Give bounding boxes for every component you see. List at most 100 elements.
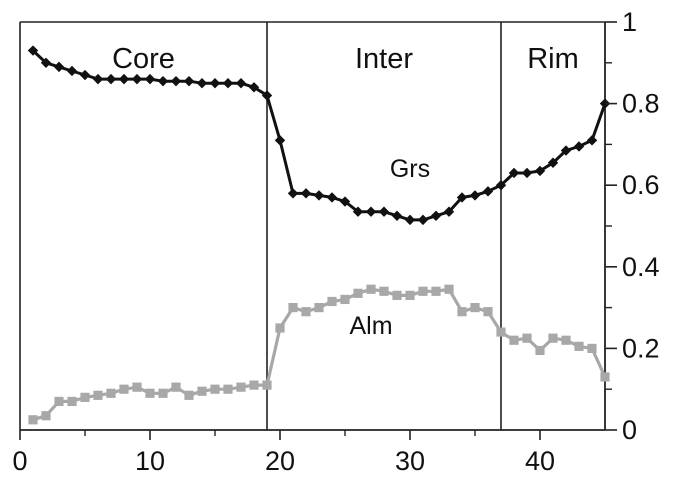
y-tick-label: 0.8 — [622, 89, 660, 119]
grs-point — [92, 73, 104, 85]
grs-point — [339, 196, 351, 207]
alm-point — [483, 307, 493, 317]
grs-point — [521, 167, 533, 179]
grs-point — [222, 78, 234, 89]
alm-point — [28, 415, 38, 425]
grs-point — [573, 141, 585, 152]
grs-point — [365, 206, 377, 217]
y-tick-label: 0 — [622, 415, 637, 445]
grs-point — [261, 90, 273, 101]
x-tick-label: 40 — [525, 446, 555, 476]
x-tick-label: 30 — [395, 446, 425, 476]
grs-point — [391, 210, 403, 221]
alm-point — [431, 286, 441, 296]
y-tick-label: 0.4 — [622, 252, 660, 282]
alm-point — [67, 396, 77, 407]
grs-point — [326, 192, 338, 203]
grs-point — [66, 65, 78, 77]
alm-point — [587, 343, 597, 353]
alm-point — [210, 384, 220, 394]
x-tick-label: 20 — [265, 446, 295, 476]
grs-point — [209, 78, 221, 89]
alm-point — [574, 341, 584, 351]
alm-point — [353, 288, 363, 298]
grs-point — [105, 73, 117, 85]
grs-point — [300, 188, 312, 199]
plot-frame — [19, 21, 606, 431]
alm-point — [418, 286, 428, 296]
alm-point — [509, 335, 519, 345]
alm-point — [600, 372, 610, 382]
alm-point — [93, 390, 103, 400]
alm-point — [366, 284, 376, 294]
grs-point — [235, 78, 247, 89]
grs-point — [586, 135, 598, 146]
alm-point — [470, 303, 480, 313]
grs-point — [183, 75, 195, 87]
grs-point — [352, 206, 364, 217]
alm-point — [561, 335, 571, 345]
grs-point — [417, 214, 429, 226]
y-tick-label: 0.2 — [622, 333, 660, 363]
alm-point — [496, 327, 506, 337]
alm-point — [184, 390, 194, 400]
grs-point — [170, 75, 182, 87]
alm-point — [223, 384, 233, 394]
grs-point — [456, 192, 468, 203]
alm-point — [80, 392, 90, 402]
alm-point — [158, 388, 168, 398]
zone-label-core: Core — [112, 43, 175, 75]
grs-point — [404, 214, 416, 226]
zone-label-rim: Rim — [527, 43, 579, 75]
alm-point — [340, 294, 350, 305]
grs-point — [287, 188, 299, 199]
alm-point — [444, 284, 454, 294]
grs-point — [27, 45, 39, 56]
grs-point — [534, 165, 546, 177]
x-tick-label: 10 — [135, 446, 165, 476]
y-tick-label: 0.6 — [622, 170, 660, 200]
grs-point — [443, 206, 455, 217]
alm-point — [119, 384, 129, 394]
alm-point — [288, 303, 298, 313]
alm-point — [262, 380, 272, 390]
alm-point — [522, 333, 532, 343]
alm-point — [457, 307, 467, 317]
grs-point — [313, 190, 325, 201]
grs-point — [469, 190, 481, 201]
grs-point — [378, 206, 390, 217]
alm-point — [236, 382, 246, 392]
grs-point — [508, 167, 520, 179]
grs-point — [196, 78, 208, 89]
series: Grs Alm — [27, 45, 611, 425]
alm-point — [106, 388, 116, 398]
grs-point — [547, 157, 559, 168]
axes: 00.20.40.60.810 10 20 30 40 — [12, 7, 659, 476]
alm-point — [145, 388, 155, 398]
alm-point — [379, 286, 389, 296]
grs-point — [79, 69, 91, 81]
alm-point — [171, 382, 181, 392]
alm-point — [132, 382, 142, 392]
grs-point — [248, 82, 260, 93]
grs-point — [560, 145, 572, 156]
grs-point — [274, 135, 286, 146]
grs-point — [430, 210, 442, 221]
alm-point — [327, 296, 337, 307]
grs-point — [495, 180, 507, 191]
grs-series-label: Grs — [390, 155, 430, 183]
x-tick-label: 0 — [12, 446, 27, 476]
grs-point — [40, 57, 52, 68]
y-tick-label: 1 — [622, 7, 637, 37]
grs-point — [144, 73, 156, 85]
alm-point — [301, 307, 311, 317]
zone-label-inter: Inter — [355, 43, 413, 75]
alm-point — [41, 411, 51, 421]
alm-point — [535, 345, 545, 356]
alm-point — [249, 380, 259, 390]
alm-point — [314, 303, 324, 313]
grs-point — [157, 75, 169, 87]
alm-point — [197, 386, 207, 396]
alm-point — [54, 396, 64, 407]
